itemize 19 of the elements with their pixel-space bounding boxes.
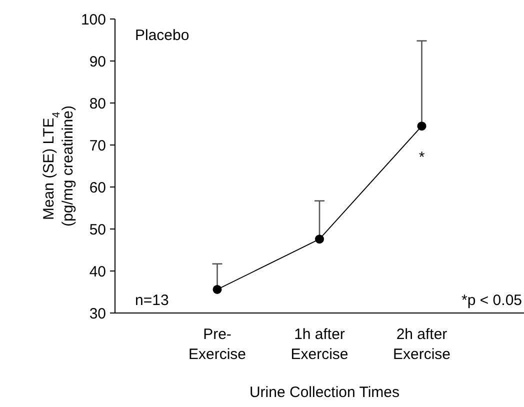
- y-tick-label: 30: [89, 305, 106, 322]
- x-axis-title: Urine Collection Times: [249, 384, 400, 401]
- point: [315, 234, 324, 244]
- annotation: *p < 0.05: [462, 292, 522, 309]
- annotation: Placebo: [135, 27, 190, 44]
- y-tick-label: 100: [80, 11, 106, 28]
- point: [212, 284, 222, 294]
- y-tick-label: 50: [89, 221, 106, 238]
- point: [417, 122, 426, 131]
- y-tick-label: 90: [89, 53, 106, 70]
- x-tick-label: 2h after Exercise: [392, 326, 451, 363]
- y-tick-label: 80: [89, 95, 106, 112]
- annotation: *: [418, 149, 425, 166]
- annotation: n=13: [135, 292, 169, 309]
- y-tick-label: 60: [89, 179, 106, 196]
- y-tick-label: 40: [89, 263, 106, 280]
- x-tick-label: 1h after Exercise: [290, 326, 348, 363]
- y-tick-label: 70: [89, 137, 106, 154]
- x-tick-label: Pre- Exercise: [188, 326, 246, 363]
